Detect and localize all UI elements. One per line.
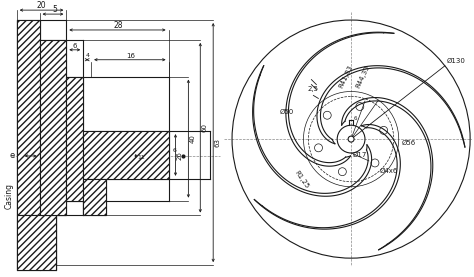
Text: 11: 11: [137, 155, 145, 160]
Bar: [66, 77, 83, 201]
Text: Ø50: Ø50: [280, 109, 294, 115]
Circle shape: [348, 136, 354, 142]
Text: R41,83: R41,83: [338, 63, 354, 89]
Text: 40: 40: [189, 134, 195, 143]
Text: R44,33: R44,33: [355, 63, 371, 89]
Bar: [83, 131, 169, 179]
Text: 63: 63: [214, 138, 220, 147]
Text: 6: 6: [72, 43, 76, 49]
Text: Ø56: Ø56: [401, 140, 416, 146]
Text: Ø130: Ø130: [447, 58, 466, 64]
Text: 26: 26: [176, 152, 182, 160]
Text: 6: 6: [173, 148, 176, 153]
Bar: [83, 179, 106, 216]
Text: Casing: Casing: [4, 183, 13, 209]
Bar: [83, 179, 106, 216]
Text: 16: 16: [127, 53, 136, 59]
Text: 4: 4: [85, 53, 89, 58]
Text: 5: 5: [52, 5, 57, 14]
Text: R1,25: R1,25: [293, 170, 310, 190]
Bar: [83, 131, 169, 179]
Text: 20: 20: [37, 1, 46, 10]
Bar: [66, 77, 83, 201]
Bar: [39, 40, 66, 216]
Text: 28: 28: [113, 20, 123, 30]
Text: e: e: [9, 152, 14, 160]
Text: Ø4x6: Ø4x6: [380, 168, 398, 174]
Bar: [39, 40, 66, 216]
Polygon shape: [17, 20, 169, 270]
Bar: [17, 216, 56, 270]
Text: 6: 6: [354, 116, 357, 121]
Text: 60: 60: [201, 123, 207, 132]
Bar: [17, 20, 39, 216]
Bar: [17, 20, 39, 216]
Text: Ø17: Ø17: [353, 152, 367, 158]
Text: 2,5: 2,5: [308, 86, 319, 93]
Bar: [17, 216, 56, 270]
